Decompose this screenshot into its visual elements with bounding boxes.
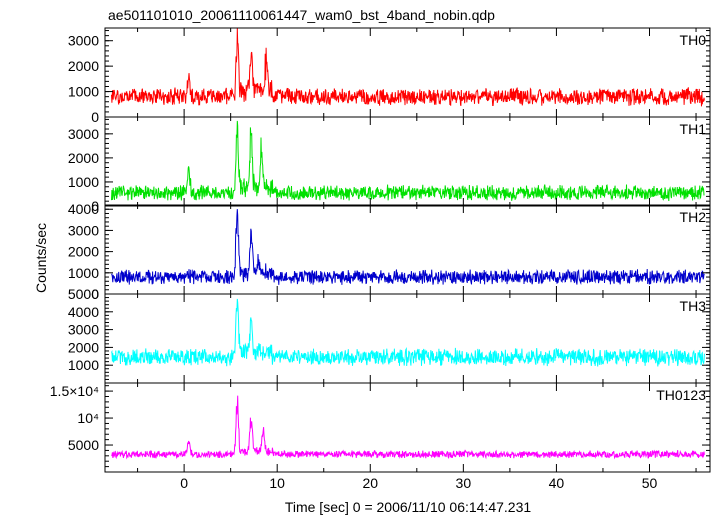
y-tick-label: 0 (91, 198, 99, 214)
x-tick-label: 20 (362, 475, 378, 491)
y-tick-label: 1000 (68, 357, 99, 373)
series-line-th3 (111, 298, 705, 367)
x-tick-label: 30 (456, 475, 472, 491)
y-tick-label: 1000 (68, 174, 99, 190)
series-line-th2 (111, 209, 705, 285)
y-tick-label: 3000 (68, 322, 99, 338)
y-axis-label: Counts/sec (33, 223, 49, 293)
y-tick-label: 5000 (68, 286, 99, 302)
y-tick-label: 1000 (68, 84, 99, 100)
x-axis: 0 10 20 30 40 50 (180, 475, 657, 491)
y-tick-label: 4000 (68, 201, 99, 217)
y-tick-label: 2000 (68, 244, 99, 260)
panel-th2: 0 1000 2000 3000 4000 TH2 (68, 201, 711, 302)
panel-label-th1: TH1 (680, 121, 707, 137)
panel-frame (104, 116, 711, 207)
y-tick-label: 0 (91, 286, 99, 302)
series-line-th0123 (111, 395, 705, 460)
x-tick-label: 0 (180, 475, 188, 491)
y-tick-label: 2000 (68, 150, 99, 166)
y-tick-label: 1.5×10⁴ (50, 383, 99, 399)
chart-title: ae501101010_20061110061447_wam0_bst_4ban… (108, 7, 495, 23)
y-tick-label: 4000 (68, 304, 99, 320)
y-tick-label: 3000 (68, 33, 99, 49)
panel-label-th0123: TH0123 (656, 387, 706, 403)
panel-frame (104, 382, 711, 473)
series-line-th1 (111, 120, 705, 202)
x-tick-label: 40 (549, 475, 565, 491)
x-axis-label: Time [sec] 0 = 2006/11/10 06:14:47.231 (285, 499, 532, 515)
panel-label-th0: TH0 (680, 32, 707, 48)
y-tick-label: 1000 (68, 265, 99, 281)
y-tick-label: 10⁴ (77, 410, 99, 426)
y-tick-label: 5000 (68, 437, 99, 453)
panel-th1: 0 1000 2000 3000 TH1 (68, 116, 711, 214)
y-tick-label: 2000 (68, 339, 99, 355)
panel-th0123: 5000 10⁴ 1.5×10⁴ TH0123 (50, 382, 711, 473)
x-tick-label: 50 (642, 475, 658, 491)
panel-frame (104, 293, 711, 384)
y-tick-label: 3000 (68, 126, 99, 142)
y-tick-label: 2000 (68, 58, 99, 74)
panel-th0: 0 1000 2000 3000 TH0 (68, 27, 711, 125)
y-tick-label: 3000 (68, 222, 99, 238)
panel-label-th3: TH3 (680, 298, 707, 314)
panel-label-th2: TH2 (680, 209, 707, 225)
x-tick-label: 10 (269, 475, 285, 491)
series-line-th0 (111, 28, 705, 107)
y-tick-label: 0 (91, 109, 99, 125)
